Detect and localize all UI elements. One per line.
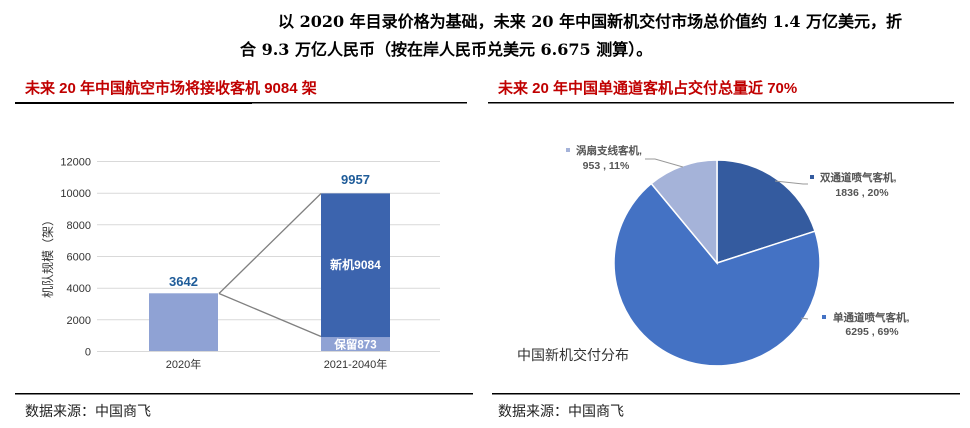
ytick-2000: 2000 (67, 315, 91, 327)
pie-chart: 涡扇支线客机, 953 , 11% 双通道喷气客机, 1836 , 20% 单通… (517, 144, 909, 367)
bar-retained (321, 337, 390, 351)
bar-2020-label: 3642 (169, 274, 198, 289)
pie-label-twin-name: 双通道喷气客机, (819, 171, 896, 184)
pie-slice-single-aisle (613, 182, 821, 367)
right-chart-title: 未来 20 年中国单通道客机占交付总量近 70% (498, 80, 798, 97)
left-bottom-rule (15, 393, 473, 395)
pie-label-turbo-value: 953 , 11% (583, 160, 630, 172)
bar-retained-label: 保留873 (333, 338, 376, 352)
bar-y-ticks: 12000 10000 8000 6000 4000 2000 0 (60, 157, 91, 359)
intro-line-1: 以 2020 年目录价格为基础，未来 20 年中国新机交付市场总价值约 1.4 … (278, 12, 903, 31)
bar-new (321, 193, 390, 338)
legend-marker-twin (810, 175, 814, 179)
bar-new-label: 新机9084 (330, 257, 381, 272)
right-bottom-rule (492, 393, 960, 395)
xcat-2020: 2020年 (166, 357, 201, 371)
pie-caption: 中国新机交付分布 (517, 347, 629, 363)
pie-label-turbo-name: 涡扇支线客机, (576, 144, 642, 157)
legend-marker-single (822, 315, 826, 319)
ytick-6000: 6000 (67, 252, 91, 264)
bar-y-axis-label: 机队规模（架） (40, 214, 55, 298)
connector-bottom (218, 292, 322, 338)
ytick-10000: 10000 (60, 188, 91, 200)
ytick-4000: 4000 (67, 283, 91, 295)
left-data-source: 数据来源：中国商飞 (25, 404, 151, 420)
connector-top (218, 193, 322, 294)
pie-label-twin-value: 1836 , 20% (835, 187, 889, 199)
bar-chart: 12000 10000 8000 6000 4000 2000 0 机队规模（架… (40, 157, 440, 371)
bar-total-label: 9957 (341, 172, 370, 187)
right-data-source: 数据来源：中国商飞 (498, 404, 624, 420)
pie-label-single-name: 单通道喷气客机, (833, 311, 909, 324)
ytick-0: 0 (85, 347, 91, 359)
intro-line-2: 合 9.3 万亿人民币（按在岸人民币兑美元 6.675 测算）。 (240, 40, 653, 59)
bar-2020 (149, 293, 218, 351)
pie-label-single-value: 6295 , 69% (845, 326, 899, 338)
left-title-underline (15, 102, 467, 104)
right-title-underline (488, 102, 954, 104)
xcat-2021-2040: 2021-2040年 (324, 357, 388, 371)
ytick-12000: 12000 (60, 157, 91, 169)
leader-single (800, 317, 809, 320)
left-chart-title: 未来 20 年中国航空市场将接收客机 9084 架 (25, 80, 317, 97)
legend-marker-turbo (566, 148, 570, 152)
pie-slice-turboprop (650, 159, 718, 266)
pie-slice-twin-aisle (716, 159, 816, 265)
leader-turbo (645, 158, 684, 168)
leader-twin (774, 180, 808, 185)
ytick-8000: 8000 (67, 220, 91, 232)
